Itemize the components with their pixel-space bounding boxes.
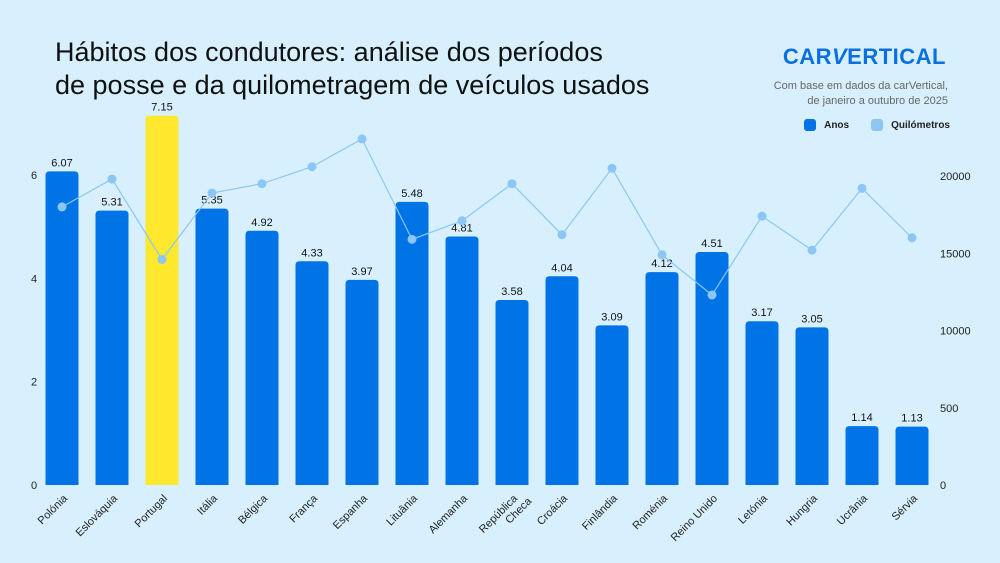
legend-swatch-anos xyxy=(804,119,817,131)
bar-lituânia xyxy=(395,201,429,485)
km-point xyxy=(207,188,217,198)
y-left-tick-label: 4 xyxy=(31,273,37,285)
x-tick-label: Portugal xyxy=(133,493,170,530)
source-note: Com base em dados da carVertical, de jane… xyxy=(774,79,948,109)
y-left-tick-label: 2 xyxy=(31,377,37,389)
x-tick-label: Alemanha xyxy=(427,492,471,536)
km-point xyxy=(507,179,517,189)
x-tick-label: Reino Unido xyxy=(669,493,720,544)
legend-label-km: Quilómetros xyxy=(891,119,950,131)
bar-value-label: 1.14 xyxy=(851,412,872,424)
y-left-tick-label: 6 xyxy=(31,170,37,182)
source-line-2: de janeiro a outubro de 2025 xyxy=(807,95,948,107)
bar-value-label: 5.48 xyxy=(401,188,422,200)
km-point xyxy=(57,202,67,212)
legend-swatch-km xyxy=(871,119,884,131)
legend-item-km: Quilómetros xyxy=(871,119,950,131)
x-tick-label: Bélgica xyxy=(236,492,271,527)
km-point xyxy=(907,233,917,243)
y-right-tick-label: 0 xyxy=(940,480,946,492)
km-point xyxy=(657,250,667,260)
title-line-2: de posse e da quilometragem de veículos … xyxy=(55,70,650,100)
bar-eslováquia xyxy=(95,210,129,485)
bar-finlândia xyxy=(595,325,629,485)
x-tick-label: Sérvia xyxy=(890,492,921,523)
x-tick-label: Hungria xyxy=(784,492,820,528)
bar-sérvia xyxy=(895,426,929,485)
y-right-tick-label: 20000 xyxy=(940,171,971,183)
bar-roménia xyxy=(645,272,679,485)
bar-value-label: 3.58 xyxy=(501,286,522,298)
bar-value-label: 3.97 xyxy=(351,266,372,278)
km-point xyxy=(357,134,367,144)
x-tick-label: Letónia xyxy=(736,492,771,527)
x-tick-label: França xyxy=(287,492,320,525)
km-point xyxy=(407,234,417,244)
bar-value-label: 4.81 xyxy=(451,222,472,234)
bar-value-label: 5.31 xyxy=(101,197,122,209)
bar-value-label: 5.35 xyxy=(201,195,222,207)
km-point xyxy=(557,230,567,240)
x-tick-label: Lituânia xyxy=(384,492,420,528)
y-right-tick-label: 500 xyxy=(940,403,958,415)
km-point xyxy=(607,163,617,173)
km-point xyxy=(307,162,317,172)
km-line xyxy=(61,138,913,296)
bar-value-label: 3.05 xyxy=(801,313,822,325)
bar-value-label: 7.15 xyxy=(151,102,172,114)
bar-value-label: 1.13 xyxy=(901,413,922,425)
x-tick-label: RepúblicaCheca xyxy=(477,486,535,544)
km-point xyxy=(457,216,467,226)
x-tick-label: Espanha xyxy=(331,492,371,532)
bar-value-label: 4.51 xyxy=(701,238,722,250)
km-point xyxy=(807,245,817,255)
bar-itália xyxy=(195,208,229,486)
x-tick-label: Roménia xyxy=(631,492,671,532)
x-tick-label: Polónia xyxy=(36,492,71,527)
bar-value-label: 6.07 xyxy=(51,157,72,169)
km-point xyxy=(707,290,717,300)
bar-polónia xyxy=(45,171,79,485)
bar-value-label: 4.12 xyxy=(651,258,672,270)
bar-frança xyxy=(295,261,329,485)
km-point xyxy=(257,179,267,189)
legend-label-anos: Anos xyxy=(824,119,850,131)
y-left-tick-label: 0 xyxy=(31,480,37,492)
bar-ucrânia xyxy=(845,426,879,485)
bar-value-label: 4.33 xyxy=(301,247,322,259)
legend-item-anos: Anos xyxy=(804,119,849,131)
bar-letónia xyxy=(745,321,779,485)
x-tick-label: Eslováquia xyxy=(74,492,121,539)
bar-república-checa xyxy=(495,300,529,485)
bar-value-label: 3.09 xyxy=(601,311,622,323)
bar-reino-unido xyxy=(695,251,729,485)
bar-bélgica xyxy=(245,230,279,485)
bar-hungria xyxy=(795,327,829,485)
km-point xyxy=(757,211,767,221)
km-point xyxy=(157,254,167,264)
bar-value-label: 4.04 xyxy=(551,262,572,274)
carvertical-logo: CARVERTICAL xyxy=(782,44,946,69)
x-tick-label: Finlândia xyxy=(580,492,621,533)
y-right-tick-label: 10000 xyxy=(940,326,971,338)
x-tick-label: Itália xyxy=(195,492,221,518)
legend: Anos Quilómetros xyxy=(804,119,950,131)
title-line-1: Hábitos dos condutores: análise dos perí… xyxy=(55,37,603,67)
bar-alemanha xyxy=(445,236,479,485)
km-point xyxy=(857,183,867,193)
bar-portugal xyxy=(145,115,179,485)
chart-title: Hábitos dos condutores: análise dos perí… xyxy=(55,36,649,102)
bar-value-label: 4.92 xyxy=(251,217,272,229)
bar-espanha xyxy=(345,279,379,485)
x-tick-label: Ucrânia xyxy=(835,492,871,528)
y-right-tick-label: 15000 xyxy=(940,248,971,260)
bar-croácia xyxy=(545,276,579,485)
source-line-1: Com base em dados da carVertical, xyxy=(773,80,948,92)
bar-value-label: 3.17 xyxy=(751,307,772,319)
x-tick-label: Croácia xyxy=(535,492,571,528)
km-point xyxy=(107,174,117,184)
